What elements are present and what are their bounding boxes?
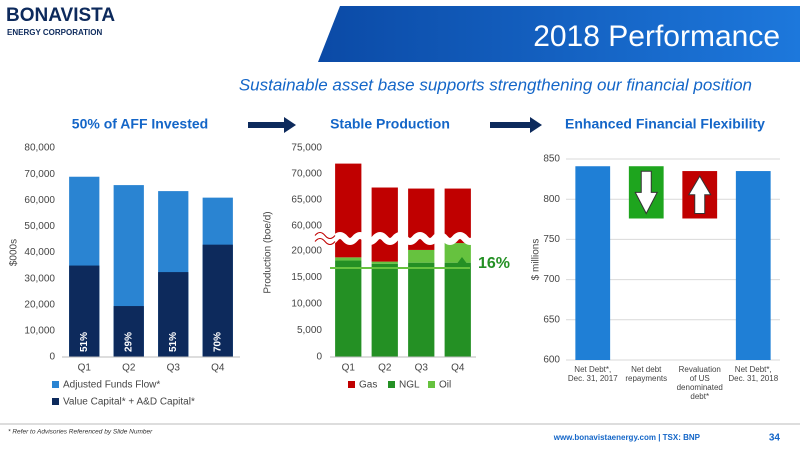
slide-title: 2018 Performance — [533, 20, 780, 53]
legend-swatch — [428, 381, 435, 388]
y-axis-label: Production (boe/d) — [263, 211, 274, 293]
chart-title: Enhanced Financial Flexibility — [565, 116, 765, 132]
y-tick-label: 15,000 — [291, 272, 322, 283]
y-tick-label: 10,000 — [291, 299, 322, 310]
x-tick-label: Q1 — [78, 363, 92, 374]
legend-label: Gas — [359, 380, 377, 391]
bar-segment — [371, 187, 398, 262]
axis-break — [312, 232, 498, 245]
bar — [69, 265, 100, 357]
annotation-arrow — [456, 257, 468, 265]
x-tick-label: Q4 — [451, 363, 465, 374]
bar — [735, 171, 771, 360]
legend-swatch — [52, 398, 59, 405]
direction-icon — [634, 170, 659, 215]
legend-label: Adjusted Funds Flow* — [63, 380, 160, 391]
chart-title: Stable Production — [330, 116, 450, 132]
y-tick-label: 10,000 — [24, 326, 55, 337]
y-tick-label: 0 — [316, 352, 322, 363]
bar-segment — [408, 249, 435, 263]
bar-segment — [408, 262, 435, 357]
logo: BONAVISTA — [6, 5, 115, 26]
bar-segment — [371, 261, 398, 264]
y-tick-label: 700 — [543, 274, 560, 285]
chart-title: 50% of AFF Invested — [72, 116, 208, 132]
bar-segment — [371, 263, 398, 357]
y-axis-label: $ millions — [531, 239, 542, 281]
bar — [202, 244, 233, 357]
y-tick-label: 75,000 — [291, 143, 322, 154]
bar-label: 29% — [123, 332, 134, 352]
y-tick-label: 80,000 — [24, 143, 55, 154]
annotation: 16% — [478, 255, 510, 272]
y-axis-label: $000s — [9, 239, 20, 266]
y-tick-label: 60,000 — [24, 195, 55, 206]
bar — [158, 272, 189, 357]
y-tick-label: 70,000 — [24, 169, 55, 180]
subtitle: Sustainable asset base supports strength… — [239, 75, 752, 94]
bar-segment — [335, 257, 362, 261]
x-tick-label: Q1 — [342, 363, 356, 374]
x-tick-label-box: Net debt repayments — [625, 365, 668, 383]
y-tick-label: 20,000 — [24, 299, 55, 310]
bar-segment — [444, 262, 471, 357]
x-tick-label: Q2 — [122, 363, 136, 374]
x-tick-label: Revaluation of US denominated debt* — [676, 365, 723, 401]
page-number: 34 — [769, 433, 781, 444]
y-tick-label: 65,000 — [291, 195, 322, 206]
x-tick-label: Net Debt*, Dec. 31, 2017 — [567, 365, 618, 383]
x-tick-label-box: Net Debt*, Dec. 31, 2018 — [728, 365, 779, 383]
axis-break-mark — [314, 232, 336, 245]
legend-swatch — [348, 381, 355, 388]
x-tick-label: Net debt repayments — [625, 365, 668, 383]
bar — [575, 166, 611, 360]
y-tick-label: 50,000 — [24, 221, 55, 232]
x-tick-label-box: Revaluation of US denominated debt* — [676, 365, 723, 401]
title-banner — [318, 6, 800, 62]
y-tick-label: 0 — [49, 352, 55, 363]
footnote: * Refer to Advisories Referenced by Slid… — [8, 429, 153, 436]
legend-label: Oil — [439, 380, 451, 391]
legend-label: Value Capital* + A&D Capital* — [63, 397, 195, 408]
y-tick-label: 600 — [543, 355, 560, 366]
y-tick-label: 650 — [543, 314, 560, 325]
bar-label: 70% — [212, 332, 223, 352]
y-tick-label: 5,000 — [297, 325, 322, 336]
y-tick-label: 60,000 — [291, 221, 322, 232]
bar-label: 51% — [168, 332, 179, 352]
x-tick-label: Q2 — [378, 363, 392, 374]
y-tick-label: 800 — [543, 194, 560, 205]
y-tick-label: 750 — [543, 234, 560, 245]
x-tick-label: Net Debt*, Dec. 31, 2018 — [728, 365, 779, 383]
y-tick-label: 70,000 — [291, 169, 322, 180]
legend-swatch — [388, 381, 395, 388]
bar-segment — [335, 260, 362, 357]
y-tick-label: 850 — [543, 154, 560, 165]
y-tick-label: 30,000 — [24, 273, 55, 284]
direction-icon — [687, 175, 712, 214]
logo-sub: ENERGY CORPORATION — [7, 28, 102, 37]
y-tick-label: 20,000 — [291, 246, 322, 257]
x-tick-label: Q3 — [167, 363, 181, 374]
bar-label: 51% — [79, 332, 90, 352]
x-tick-label-box: Net Debt*, Dec. 31, 2017 — [567, 365, 618, 383]
y-tick-label: 40,000 — [24, 247, 55, 258]
footer-site: www.bonavistaenergy.com | TSX: BNP — [553, 433, 701, 442]
flow-arrow — [490, 117, 542, 133]
x-tick-label: Q4 — [211, 363, 225, 374]
legend-swatch — [52, 381, 59, 388]
bar-segment — [444, 243, 471, 263]
legend-label: NGL — [399, 380, 420, 391]
flow-arrow — [248, 117, 296, 133]
x-tick-label: Q3 — [415, 363, 429, 374]
bar — [113, 306, 144, 357]
